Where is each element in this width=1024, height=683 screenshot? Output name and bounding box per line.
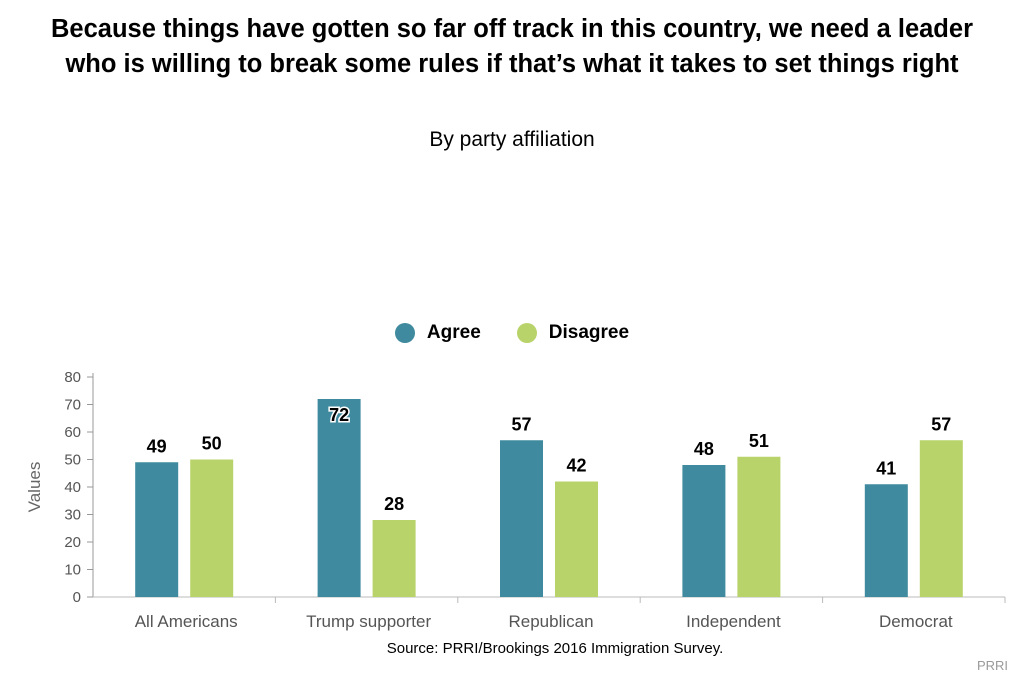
bar-agree-democrat: [864, 484, 908, 597]
data-label: 49: [147, 436, 167, 456]
chart-subtitle: By party affiliation: [429, 128, 595, 151]
data-label: 72: [329, 405, 349, 425]
data-label: 42: [566, 456, 586, 476]
data-label: 57: [931, 414, 951, 434]
x-tick-label: Democrat: [879, 612, 953, 631]
bar-disagree-all-americans: [190, 459, 234, 597]
y-axis-title: Values: [25, 462, 44, 513]
y-tick-label: 60: [64, 424, 81, 441]
bar-disagree-democrat: [919, 440, 963, 597]
bar-disagree-independent: [737, 456, 781, 597]
x-tick-label: Independent: [686, 612, 781, 631]
x-tick-label: Trump supporter: [306, 612, 431, 631]
data-label: 57: [511, 414, 531, 434]
credit-label: PRRI: [976, 658, 1008, 673]
bar-agree-trump-supporter: [317, 399, 361, 597]
bar-agree-republican: [500, 440, 543, 597]
legend-swatch-agree: [394, 323, 415, 343]
bar-agree-independent: [682, 465, 726, 597]
x-tick-label: All Americans: [135, 612, 238, 631]
y-tick-label: 40: [64, 479, 81, 496]
y-tick-label: 30: [64, 507, 81, 524]
x-tick-label: Republican: [508, 612, 593, 631]
legend-item-disagree[interactable]: Disagree: [516, 322, 630, 344]
data-label: 41: [876, 458, 896, 478]
source-note: Source: PRRI/Brookings 2016 Immigration …: [386, 640, 724, 657]
y-tick-label: 0: [73, 589, 81, 606]
data-label: 28: [384, 494, 404, 514]
legend-label-disagree: Disagree: [548, 322, 630, 343]
y-tick-label: 70: [64, 397, 81, 414]
chart-title: Because things have gotten so far off tr…: [50, 15, 973, 78]
legend-label-agree: Agree: [426, 322, 481, 343]
data-label: 50: [202, 434, 222, 454]
legend-swatch-disagree: [516, 323, 537, 343]
data-label: 51: [749, 431, 769, 451]
bar-disagree-republican: [555, 481, 598, 597]
data-label: 48: [694, 439, 714, 459]
y-tick-label: 20: [64, 534, 81, 551]
legend-item-agree[interactable]: Agree: [394, 322, 481, 344]
y-tick-label: 80: [64, 369, 81, 386]
y-tick-label: 10: [64, 562, 81, 579]
legend: Agree Disagree: [0, 322, 1024, 344]
bar-disagree-trump-supporter: [372, 520, 416, 597]
y-tick-label: 50: [64, 452, 81, 469]
bar-agree-all-americans: [135, 462, 179, 597]
